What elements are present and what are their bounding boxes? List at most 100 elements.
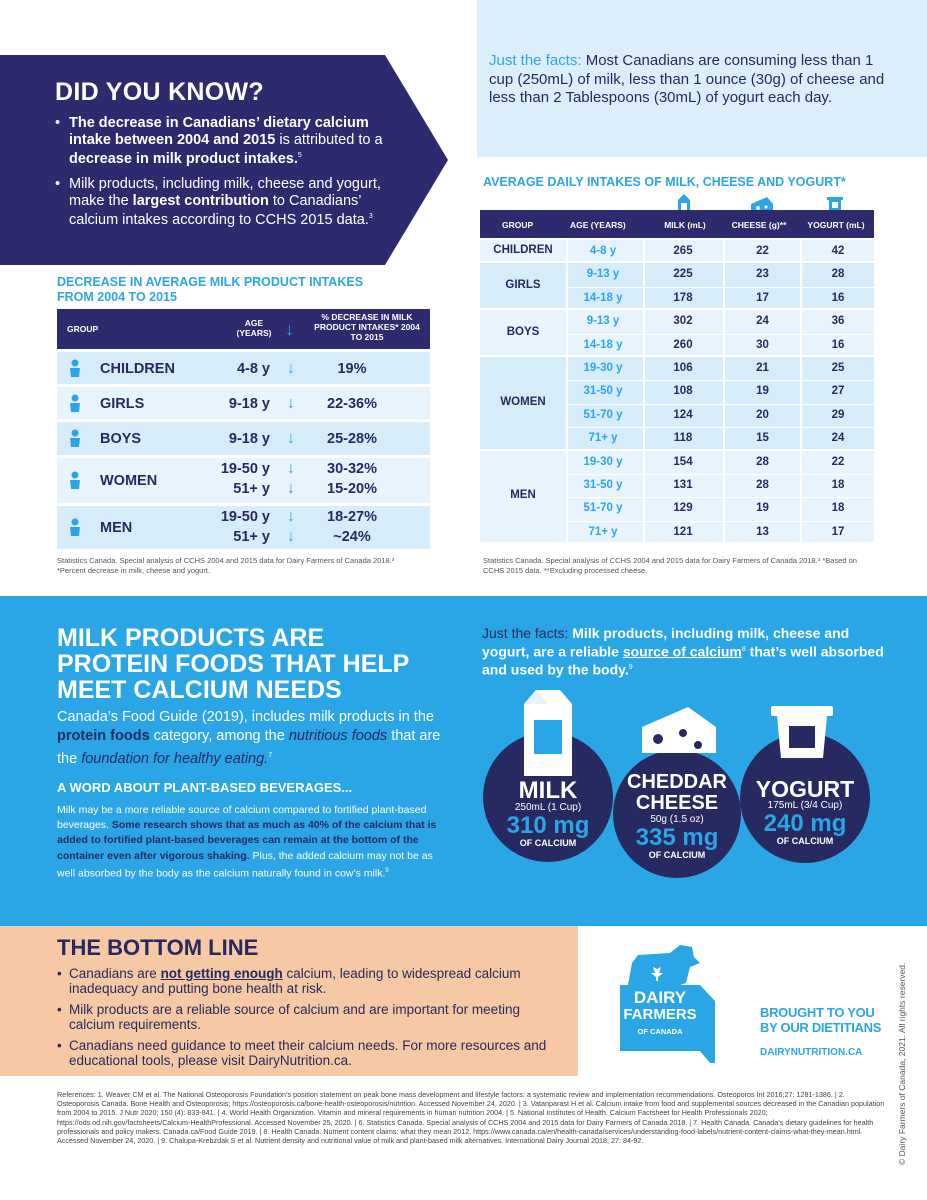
row-milk: 121: [673, 525, 693, 538]
col-divider: [643, 450, 645, 545]
plant-based-paragraph: Milk may be a more reliable source of ca…: [57, 804, 437, 880]
row-group: BOYS: [100, 431, 142, 447]
row-age: 19-50 y: [220, 461, 270, 477]
row-cheese: 13: [756, 525, 769, 538]
row-cheese: 15: [756, 432, 769, 445]
circle-unit: OF CALCIUM: [648, 850, 706, 860]
header-group: GROUP: [67, 324, 99, 334]
group-name: WOMEN: [500, 395, 546, 408]
col-divider: [643, 357, 645, 451]
cheese-calcium-circle: CHEDDAR CHEESE 50g (1.5 oz) 335 mg OF CA…: [613, 750, 741, 878]
table-row: WOMEN 19-50 y ↓ 30-32% 51+ y ↓ 15-20%: [57, 455, 430, 503]
row-yogurt: 18: [831, 478, 845, 491]
group-name: CHILDREN: [493, 243, 553, 256]
row-divider: [566, 333, 874, 335]
row-milk: 265: [673, 245, 693, 257]
row-yogurt: 28: [831, 268, 845, 281]
right-table-note: Statistics Canada. Special analysis of C…: [483, 556, 857, 575]
arrow-down-icon: ↓: [287, 528, 295, 545]
row-cheese: 28: [756, 455, 769, 468]
plant-based-heading: A WORD ABOUT PLANT-BASED BEVERAGES...: [57, 780, 353, 795]
left-table-note: Statistics Canada. Special analysis of C…: [57, 556, 395, 575]
yogurt-cup-icon: [771, 706, 833, 758]
row-pct: 22-36%: [327, 395, 377, 412]
row-pct: 15-20%: [327, 481, 377, 497]
row-age: 14-18 y: [583, 338, 623, 351]
row-age: 19-30 y: [583, 455, 623, 468]
table-group: BOYS 9-13 y 302 24 36 14-18 y 260 30 16: [480, 308, 874, 357]
list-item: Milk products, including milk, cheese an…: [55, 176, 395, 228]
circle-serving: 250mL (1 Cup): [514, 802, 582, 813]
copyright: © Dairy Farmers of Canada, 2021. All rig…: [897, 962, 907, 1165]
row-age: 51-70 y: [583, 408, 623, 421]
bottom-line-title: THE BOTTOM LINE: [57, 935, 259, 960]
facts-mid-text: Just the facts: Milk products, including…: [482, 625, 884, 678]
row-yogurt: 24: [831, 432, 845, 445]
row-yogurt: 16: [831, 338, 845, 351]
circle-serving: 50g (1.5 oz): [650, 814, 704, 825]
did-you-know-list: The decrease in Canadians’ dietary calci…: [55, 115, 395, 238]
row-age: 71+ y: [588, 432, 618, 445]
table-row: BOYS 9-18 y ↓ 25-28%: [57, 419, 430, 455]
arrow-down-icon: ↓: [287, 508, 295, 525]
col-divider: [566, 450, 568, 545]
col-divider: [800, 263, 802, 311]
row-milk: 154: [673, 455, 693, 468]
circle-name: CHEDDAR CHEESE: [627, 771, 727, 814]
table-group: WOMEN 19-30 y 106 21 25 31-50 y 108 19 27 51-70 y…: [480, 355, 874, 451]
table-row: CHILDREN 4-8 y ↓ 19%: [57, 349, 430, 384]
row-milk: 118: [673, 432, 693, 445]
table-group: MEN 19-30 y 154 28 22 31-50 y 131 28 18 51-70 y 12…: [480, 448, 874, 545]
row-cheese: 19: [756, 502, 769, 515]
row-age: 31-50 y: [583, 478, 623, 491]
table-row: MEN 19-50 y ↓ 18-27% 51+ y ↓ ~24%: [57, 503, 430, 549]
header-yogurt: YOGURT (mL): [807, 220, 865, 230]
row-pct: 25-28%: [327, 431, 377, 447]
row-yogurt: 29: [831, 408, 845, 421]
circle-unit: OF CALCIUM: [519, 838, 577, 848]
header-cheese: CHEESE (g)**: [731, 220, 787, 230]
children-icon: [67, 359, 85, 379]
website-link[interactable]: DAIRYNUTRITION.CA: [760, 1047, 863, 1058]
row-group: MEN: [100, 520, 133, 536]
row-milk: 178: [673, 291, 693, 304]
row-pct: 18-27%: [327, 509, 377, 525]
circle-serving: 175mL (3/4 Cup): [767, 800, 843, 811]
row-milk: 108: [673, 385, 693, 398]
row-pct: 30-32%: [327, 461, 377, 477]
col-divider: [566, 240, 568, 264]
table-row: GIRLS 9-18 y ↓ 22-36%: [57, 384, 430, 419]
row-cheese: 22: [756, 245, 769, 257]
row-cheese: 21: [756, 362, 769, 374]
row-group: WOMEN: [100, 473, 158, 489]
col-divider: [643, 240, 645, 264]
row-yogurt: 42: [831, 245, 845, 257]
row-divider: [566, 497, 874, 499]
logo-line2: FARMERS: [623, 1006, 697, 1023]
row-cheese: 19: [756, 385, 769, 398]
milk-carton-icon: [524, 690, 572, 776]
col-divider: [800, 310, 802, 357]
man-icon: [67, 518, 85, 538]
header-age: AGE (YEARS): [236, 318, 272, 338]
col-divider: [643, 263, 645, 311]
row-cheese: 30: [756, 338, 769, 351]
row-divider: [566, 403, 874, 405]
row-pct: 19%: [337, 360, 367, 377]
facts-top-box: Just the facts: Most Canadians are consu…: [477, 0, 927, 157]
row-age: 4-8 y: [236, 360, 270, 377]
col-divider: [566, 263, 568, 311]
row-cheese: 24: [756, 315, 769, 328]
did-you-know-title: DID YOU KNOW?: [55, 78, 264, 106]
group-name: GIRLS: [505, 278, 541, 291]
table-group: CHILDREN 4-8 y 265 22 42: [480, 238, 874, 264]
row-age: 14-18 y: [583, 291, 623, 304]
arrow-down-icon: ↓: [287, 430, 295, 447]
circle-name: MILK: [518, 777, 578, 804]
row-cheese: 23: [756, 268, 769, 281]
header-group: GROUP: [502, 220, 534, 230]
circle-amount: 335 mg: [635, 824, 719, 851]
row-milk: 124: [673, 408, 693, 421]
row-cheese: 17: [756, 291, 769, 304]
row-divider: [566, 380, 874, 382]
